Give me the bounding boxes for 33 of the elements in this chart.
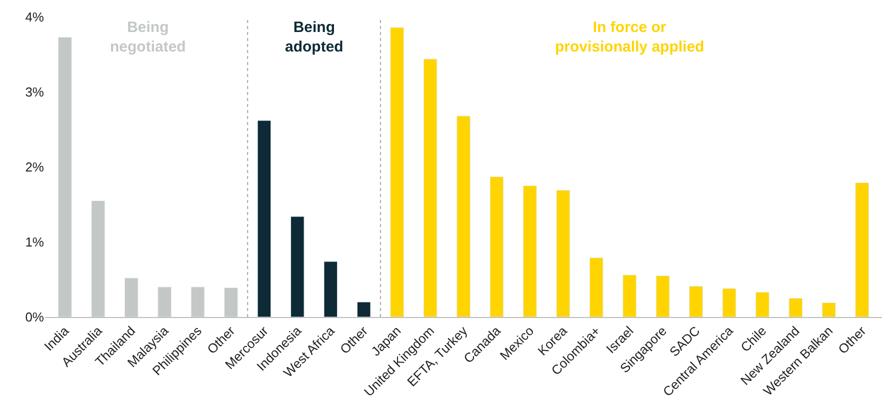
bar <box>788 298 803 317</box>
y-tick-label: 3% <box>25 84 44 100</box>
bar <box>324 261 338 317</box>
bar <box>158 286 172 317</box>
text: In force or provisionally applied <box>555 19 704 56</box>
y-tick-label: 1% <box>25 234 44 250</box>
y-tick-label: 0% <box>25 310 44 325</box>
bar <box>257 120 272 317</box>
bar <box>290 216 304 317</box>
bar <box>456 116 470 317</box>
bar <box>822 302 836 317</box>
bar <box>356 302 371 317</box>
bar <box>756 292 770 317</box>
bar <box>523 186 537 317</box>
text: Being negotiated <box>110 19 186 56</box>
bar <box>490 176 504 317</box>
bar <box>622 274 636 317</box>
bar <box>124 278 138 317</box>
bar <box>855 182 869 317</box>
bar <box>390 27 404 317</box>
bar <box>190 286 205 317</box>
bar <box>722 288 736 317</box>
bar <box>224 288 238 317</box>
text: Being adopted <box>285 19 344 56</box>
y-tick-label: 2% <box>25 160 44 175</box>
bar <box>556 190 570 317</box>
bar <box>423 58 438 317</box>
bar <box>58 37 72 317</box>
y-tick-label: 4% <box>25 10 44 25</box>
bar <box>656 276 670 317</box>
bar <box>589 258 604 317</box>
bar <box>689 286 703 317</box>
bar <box>91 200 106 317</box>
